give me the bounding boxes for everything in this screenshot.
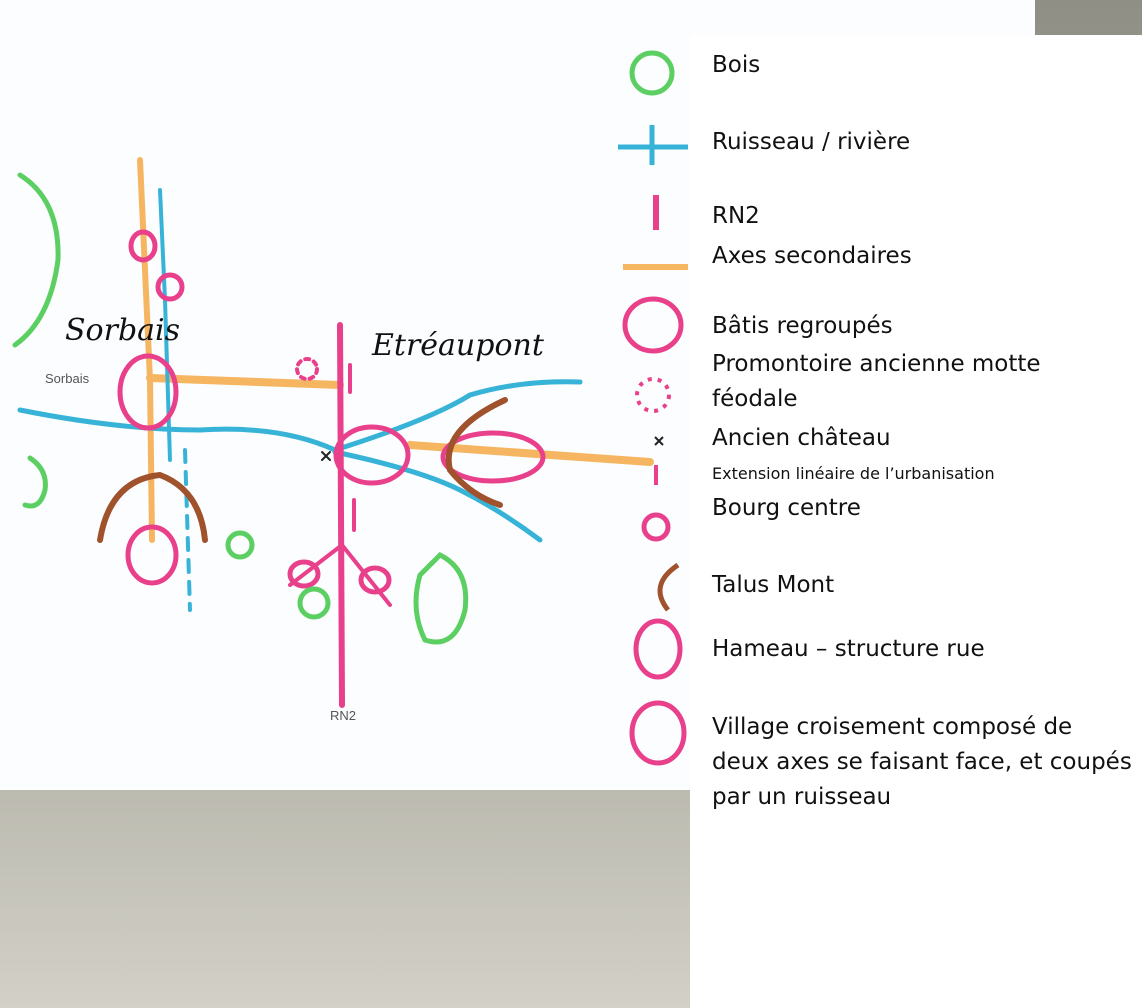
legend-item: Talus Mont xyxy=(712,568,1132,603)
legend-item: Bois xyxy=(712,48,1132,83)
legend-item: Extension linéaire de l’urbanisation xyxy=(712,456,1132,491)
page: Sorbais Etréaupont Sorbais RN2 Bois Ruis… xyxy=(0,0,1142,1008)
legend: Bois Ruisseau / rivière RN2 Axes seconda… xyxy=(690,35,1142,1008)
legend-item: Ancien château xyxy=(712,421,1132,456)
legend-item: Bâtis regroupés xyxy=(712,309,1132,344)
legend-symbols xyxy=(608,35,698,815)
legend-item: Village croisement composé de deux axes … xyxy=(712,710,1132,815)
legend-item: Bourg centre xyxy=(712,491,1132,526)
place-label: Etréaupont xyxy=(371,328,545,363)
legend-item: RN2 xyxy=(712,199,1132,234)
legend-item: Axes secondaires xyxy=(712,239,1132,274)
legend-item: Promontoire ancienne motte féodale xyxy=(712,347,1082,417)
legend-item: Hameau – structure rue xyxy=(712,632,1132,667)
place-label: Sorbais xyxy=(65,313,180,348)
handwritten-label: RN2 xyxy=(330,708,356,723)
legend-item: Ruisseau / rivière xyxy=(712,125,1132,160)
handwritten-label: Sorbais xyxy=(45,371,90,386)
